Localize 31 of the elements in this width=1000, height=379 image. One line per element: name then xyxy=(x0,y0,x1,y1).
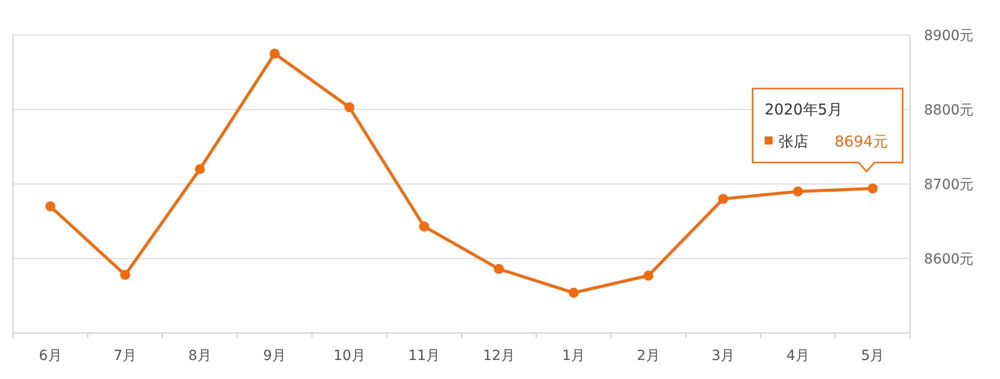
x-tick-label: 1月 xyxy=(562,348,586,364)
y-tick-label: 8600元 xyxy=(924,252,974,268)
y-tick-label: 8900元 xyxy=(924,28,974,44)
x-tick-label: 6月 xyxy=(38,348,62,364)
x-tick-label: 12月 xyxy=(482,348,515,364)
point xyxy=(792,186,803,196)
point xyxy=(643,270,654,281)
annotation: 2020年5月 xyxy=(764,100,842,118)
point xyxy=(270,48,280,59)
data-label: 8694元 xyxy=(834,132,888,150)
x-tick-label: 4月 xyxy=(786,348,810,364)
legend-label: 张店 xyxy=(778,132,809,150)
point xyxy=(718,194,728,204)
x-tick-label: 11月 xyxy=(408,348,440,364)
y-tick-label: 8800元 xyxy=(924,102,974,118)
point xyxy=(194,164,205,174)
x-tick-label: 2月 xyxy=(636,348,660,364)
point xyxy=(344,102,354,112)
point xyxy=(45,201,56,212)
point xyxy=(419,221,430,232)
x-tick-label: 3月 xyxy=(712,348,735,364)
point xyxy=(494,264,504,274)
point xyxy=(868,183,878,194)
x-tick-label: 8月 xyxy=(188,348,212,364)
x-tick-label: 10月 xyxy=(333,348,366,364)
x-tick-label: 9月 xyxy=(263,348,286,364)
point xyxy=(568,288,579,298)
point xyxy=(120,270,130,280)
y-tick-label: 8700元 xyxy=(924,177,974,193)
x-tick-label: 5月 xyxy=(861,348,884,364)
x-tick-label: 7月 xyxy=(114,348,137,364)
